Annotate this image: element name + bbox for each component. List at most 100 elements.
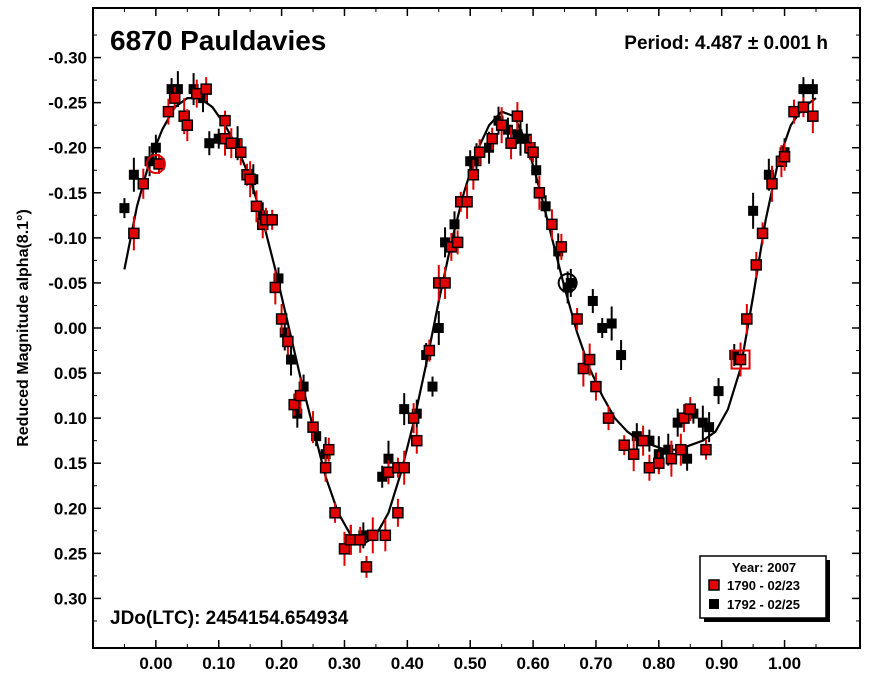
y-tick-label: 0.00	[54, 319, 87, 338]
data-point	[383, 453, 394, 464]
data-point	[244, 173, 256, 186]
data-point	[162, 105, 175, 118]
x-tick-label: 0.30	[328, 654, 361, 673]
data-point	[200, 83, 212, 95]
data-point	[672, 417, 683, 428]
legend-marker-1790	[708, 579, 720, 591]
data-point	[298, 381, 309, 392]
data-point	[665, 452, 678, 465]
data-point	[606, 318, 617, 329]
data-point	[439, 277, 451, 289]
data-point	[423, 344, 436, 357]
data-point	[338, 543, 351, 555]
data-point	[433, 323, 444, 333]
data-point	[565, 277, 576, 288]
y-tick-label: 0.20	[54, 499, 87, 518]
y-tick-label: -0.20	[48, 139, 87, 158]
data-point	[213, 133, 224, 144]
data-point	[807, 84, 818, 95]
data-point	[128, 169, 139, 180]
y-tick-label: -0.25	[48, 94, 87, 113]
y-tick-label: -0.30	[48, 49, 87, 68]
data-point	[427, 381, 438, 392]
data-point	[515, 133, 526, 144]
data-point	[597, 323, 608, 333]
y-tick-label: -0.15	[48, 184, 87, 203]
data-point	[807, 110, 819, 122]
data-point	[286, 354, 297, 365]
data-point	[398, 461, 410, 474]
data-point	[555, 241, 568, 253]
data-point	[168, 92, 181, 104]
data-point	[377, 471, 388, 482]
data-point	[198, 93, 209, 104]
data-point	[618, 439, 630, 451]
legend: Year: 2007 1790 - 02/23 1792 - 02/25	[699, 555, 830, 622]
data-point	[153, 158, 165, 170]
data-point	[266, 214, 278, 226]
data-point	[748, 205, 759, 216]
data-point	[379, 529, 392, 542]
data-point	[778, 150, 791, 163]
data-point	[461, 196, 473, 208]
chart-title: 6870 Pauldavies	[110, 25, 326, 56]
data-point	[511, 110, 524, 122]
data-point	[323, 443, 335, 456]
data-point	[663, 444, 674, 455]
data-point	[533, 187, 546, 199]
y-tick-label: -0.10	[48, 229, 87, 248]
legend-box	[699, 555, 827, 619]
epoch-label: JDo(LTC): 2454154.654934	[110, 608, 349, 629]
axes: 0.00 0.10 0.20 0.30 0.40 0.50 0.60 0.70 0.80 0.90…	[48, 7, 861, 673]
data-point	[471, 156, 482, 167]
data-point	[521, 133, 532, 144]
data-point	[531, 165, 542, 176]
y-tick-label: 0.15	[54, 454, 87, 473]
data-point	[345, 534, 357, 546]
data-point	[583, 353, 596, 366]
data-points	[119, 71, 819, 578]
data-point	[269, 281, 282, 294]
legend-marker-1792	[709, 599, 719, 609]
data-point	[750, 259, 763, 271]
data-point	[311, 431, 322, 442]
legend-label-1792: 1792 - 02/25	[727, 597, 800, 612]
data-point	[734, 353, 747, 366]
data-point	[756, 227, 769, 240]
y-tick-label: -0.05	[48, 274, 87, 293]
data-point	[797, 101, 810, 113]
data-point	[637, 434, 649, 447]
data-point	[225, 137, 238, 149]
data-point	[307, 421, 319, 433]
data-point	[741, 313, 753, 325]
data-point	[449, 219, 460, 230]
data-point	[360, 561, 373, 573]
data-point	[495, 119, 508, 131]
legend-label-1790: 1790 - 02/23	[727, 578, 800, 593]
data-point	[788, 105, 800, 118]
data-point	[232, 138, 243, 149]
data-point	[137, 178, 150, 190]
data-point	[440, 237, 451, 248]
data-point	[616, 350, 627, 361]
data-point	[181, 119, 194, 131]
data-point	[684, 403, 697, 415]
data-point	[540, 201, 551, 212]
y-axis-label: Reduced Magnitude alpha(8.1°)	[15, 209, 32, 447]
data-point	[166, 84, 177, 95]
data-point	[473, 146, 486, 158]
data-point	[172, 84, 183, 95]
data-point	[763, 169, 774, 180]
data-point	[275, 313, 288, 325]
data-point	[354, 534, 366, 546]
data-point	[204, 138, 215, 149]
x-tick-label: 0.90	[705, 654, 738, 673]
data-point	[798, 84, 809, 95]
data-point	[643, 461, 656, 474]
y-tick-label: 0.05	[54, 364, 87, 383]
x-tick-label: 0.00	[139, 654, 172, 673]
x-tick-label: 0.60	[517, 654, 550, 673]
x-tick-label: 0.50	[454, 654, 487, 673]
data-point	[653, 457, 665, 469]
